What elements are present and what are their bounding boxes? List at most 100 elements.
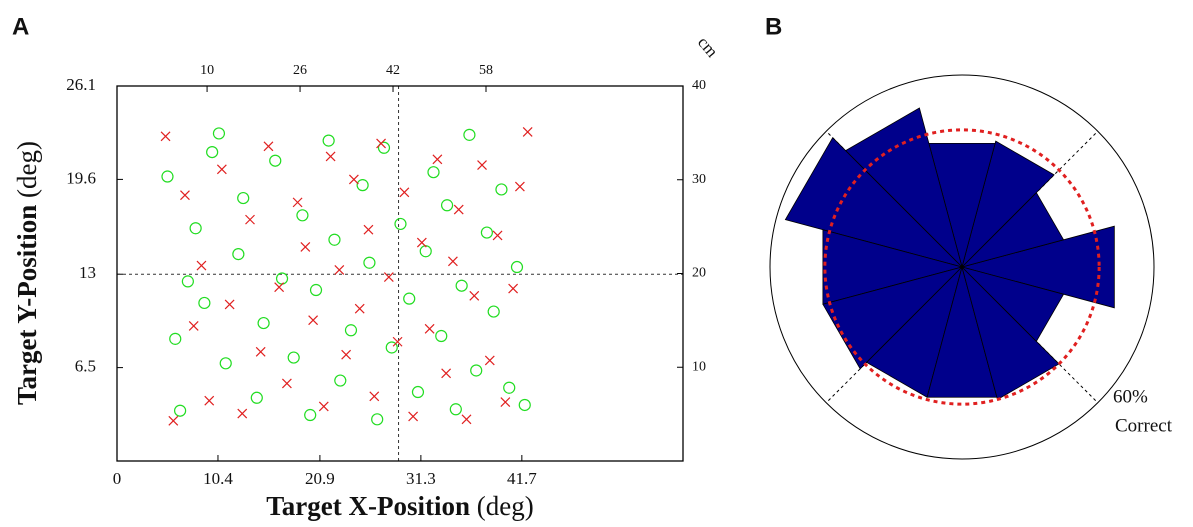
point (408, 411, 419, 422)
point (399, 187, 410, 198)
reference-circle (823, 128, 1101, 406)
point (281, 378, 292, 389)
point (287, 351, 300, 364)
point (196, 260, 207, 271)
point (263, 141, 274, 152)
point (522, 127, 533, 137)
point (440, 199, 454, 212)
y-tick-label: 26.1 (66, 75, 96, 94)
point (212, 127, 226, 140)
y2-tick-label: 30 (692, 172, 706, 187)
point (216, 164, 227, 175)
x2-axis-label: cm (694, 33, 722, 61)
point (416, 237, 427, 248)
point (514, 181, 525, 192)
point (500, 397, 511, 408)
point (274, 282, 285, 293)
point (419, 245, 432, 258)
point (300, 241, 311, 252)
point (441, 368, 452, 379)
point (168, 415, 179, 426)
point (318, 401, 329, 412)
point (257, 316, 270, 330)
point (348, 174, 359, 185)
point (455, 279, 468, 292)
x2-tick-label: 58 (479, 63, 493, 78)
point (334, 264, 345, 275)
point (480, 226, 493, 239)
point (424, 323, 435, 334)
x-axis-title: Target X-Position (266, 491, 470, 521)
y-axis-unit: (deg) (12, 141, 42, 198)
y2-tick-label: 10 (692, 359, 706, 374)
point (296, 209, 309, 222)
point (484, 355, 495, 366)
y2-tick-label: 40 (692, 78, 706, 93)
point (161, 170, 174, 183)
point (189, 222, 202, 235)
point (219, 357, 232, 370)
point (354, 303, 365, 314)
point (363, 256, 376, 269)
point (461, 414, 472, 425)
point (224, 299, 235, 310)
point (508, 283, 519, 294)
x-axis-unit: (deg) (477, 491, 534, 521)
x-tick-label: 41.7 (507, 469, 537, 488)
point (309, 283, 323, 297)
point (325, 151, 336, 162)
point (356, 179, 369, 192)
point (206, 145, 219, 159)
x2-tick-label: 10 (200, 63, 214, 78)
point (503, 381, 516, 394)
point (188, 321, 199, 331)
point (181, 275, 194, 288)
polar-bar (960, 266, 1065, 342)
point (371, 413, 384, 426)
point (160, 131, 171, 142)
point (383, 272, 394, 283)
point (198, 296, 211, 310)
y-tick-label: 6.5 (75, 357, 96, 376)
reference-label: 60% (1113, 386, 1148, 407)
point (477, 160, 487, 170)
panel-label: A (12, 13, 29, 40)
y-axis-title: Target Y-Position (12, 205, 42, 405)
point (487, 305, 500, 318)
point (427, 166, 440, 179)
point (463, 128, 476, 141)
x2-tick-label: 42 (386, 63, 400, 78)
point (334, 374, 347, 387)
point (385, 341, 398, 354)
point (292, 197, 303, 208)
point (250, 391, 263, 404)
point (447, 256, 458, 267)
y-tick-label: 13 (79, 263, 96, 282)
point (435, 329, 448, 343)
point (237, 191, 250, 205)
point (308, 315, 319, 326)
point (180, 190, 190, 201)
point (510, 260, 524, 274)
point (495, 183, 508, 196)
point (237, 408, 248, 419)
polar-frame (769, 74, 1155, 460)
point (411, 385, 425, 399)
point (363, 224, 374, 235)
point (518, 398, 531, 412)
plot-frame (116, 85, 684, 462)
y2-tick-label: 20 (692, 266, 706, 281)
point (432, 154, 443, 165)
point (453, 204, 464, 215)
y-tick-label: 19.6 (66, 168, 96, 187)
point (328, 233, 341, 246)
point (344, 324, 358, 337)
point (232, 248, 245, 261)
point (376, 138, 386, 149)
point (169, 332, 182, 345)
point (255, 346, 266, 357)
point (322, 134, 335, 147)
y-axis-label: Target Y-Position (deg) (12, 141, 42, 405)
point (369, 391, 380, 402)
